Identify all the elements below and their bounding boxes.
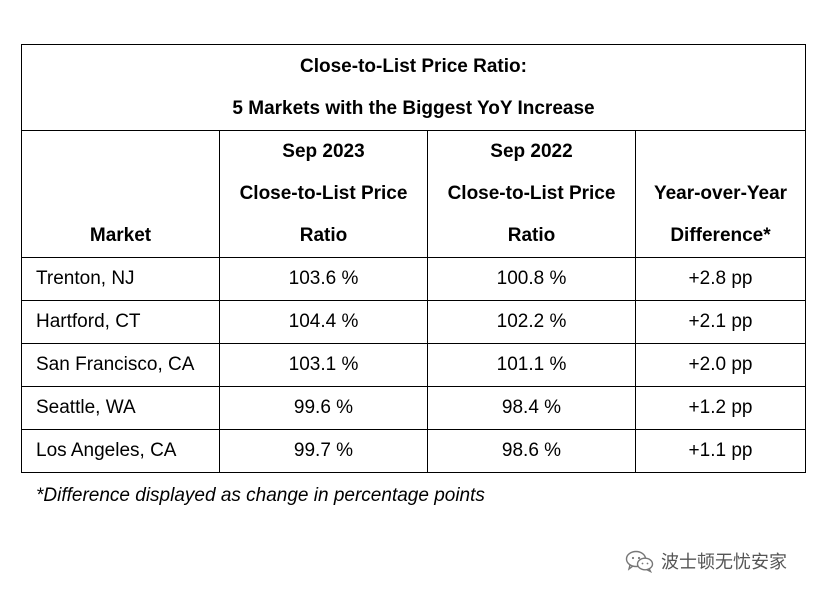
cell-market: Seattle, WA [21, 386, 220, 430]
cell-sep2023: 104.4 % [219, 300, 428, 344]
price-ratio-table: Close-to-List Price Ratio: 5 Markets wit… [21, 44, 806, 473]
header-yoy: Year-over-Year Difference* [635, 130, 806, 258]
table-row: Seattle, WA 99.6 % 98.4 % +1.2 pp [21, 386, 806, 430]
cell-sep2023: 99.7 % [219, 429, 428, 473]
header-sep2022-line2: Close-to-List Price [447, 183, 616, 204]
cell-sep2023: 99.6 % [219, 386, 428, 430]
header-yoy-line1: Year-over-Year [653, 183, 788, 204]
table-header-row: Market Sep 2023 Close-to-List Price Rati… [21, 130, 806, 258]
table-title: Close-to-List Price Ratio: 5 Markets wit… [21, 44, 806, 131]
table-row: Hartford, CT 104.4 % 102.2 % +2.1 pp [21, 300, 806, 344]
cell-sep2022: 98.6 % [427, 429, 636, 473]
cell-yoy: +2.1 pp [635, 300, 806, 344]
table-row: San Francisco, CA 103.1 % 101.1 % +2.0 p… [21, 343, 806, 387]
cell-yoy: +1.1 pp [635, 429, 806, 473]
header-sep2023-line3: Ratio [299, 225, 348, 246]
cell-sep2022: 98.4 % [427, 386, 636, 430]
header-sep2022-line3: Ratio [507, 225, 556, 246]
header-sep2023-line2: Close-to-List Price [239, 183, 408, 204]
cell-yoy: +2.0 pp [635, 343, 806, 387]
table-title-row: Close-to-List Price Ratio: 5 Markets wit… [21, 44, 806, 131]
cell-sep2022: 102.2 % [427, 300, 636, 344]
table-row: Trenton, NJ 103.6 % 100.8 % +2.8 pp [21, 257, 806, 301]
cell-market: Hartford, CT [21, 300, 220, 344]
cell-sep2023: 103.1 % [219, 343, 428, 387]
table-title-line2: 5 Markets with the Biggest YoY Increase [232, 97, 595, 119]
cell-yoy: +2.8 pp [635, 257, 806, 301]
footnote: *Difference displayed as change in perce… [36, 485, 485, 506]
watermark-text: 波士顿无忧安家 [661, 552, 787, 573]
cell-sep2022: 100.8 % [427, 257, 636, 301]
cell-market: San Francisco, CA [21, 343, 220, 387]
cell-market: Los Angeles, CA [21, 429, 220, 473]
wechat-icon [625, 549, 655, 573]
cell-sep2023: 103.6 % [219, 257, 428, 301]
header-sep2022: Sep 2022 Close-to-List Price Ratio [427, 130, 636, 258]
header-market-label: Market [89, 225, 152, 246]
header-yoy-line2: Difference* [670, 225, 771, 246]
header-sep2023-line1: Sep 2023 [282, 141, 365, 162]
cell-sep2022: 101.1 % [427, 343, 636, 387]
header-sep2023: Sep 2023 Close-to-List Price Ratio [219, 130, 428, 258]
table-row: Los Angeles, CA 99.7 % 98.6 % +1.1 pp [21, 429, 806, 473]
cell-market: Trenton, NJ [21, 257, 220, 301]
header-market: Market [21, 130, 220, 258]
cell-yoy: +1.2 pp [635, 386, 806, 430]
header-sep2022-line1: Sep 2022 [490, 141, 573, 162]
watermark: 波士顿无忧安家 [625, 546, 787, 576]
table-title-line1: Close-to-List Price Ratio: [300, 55, 527, 77]
